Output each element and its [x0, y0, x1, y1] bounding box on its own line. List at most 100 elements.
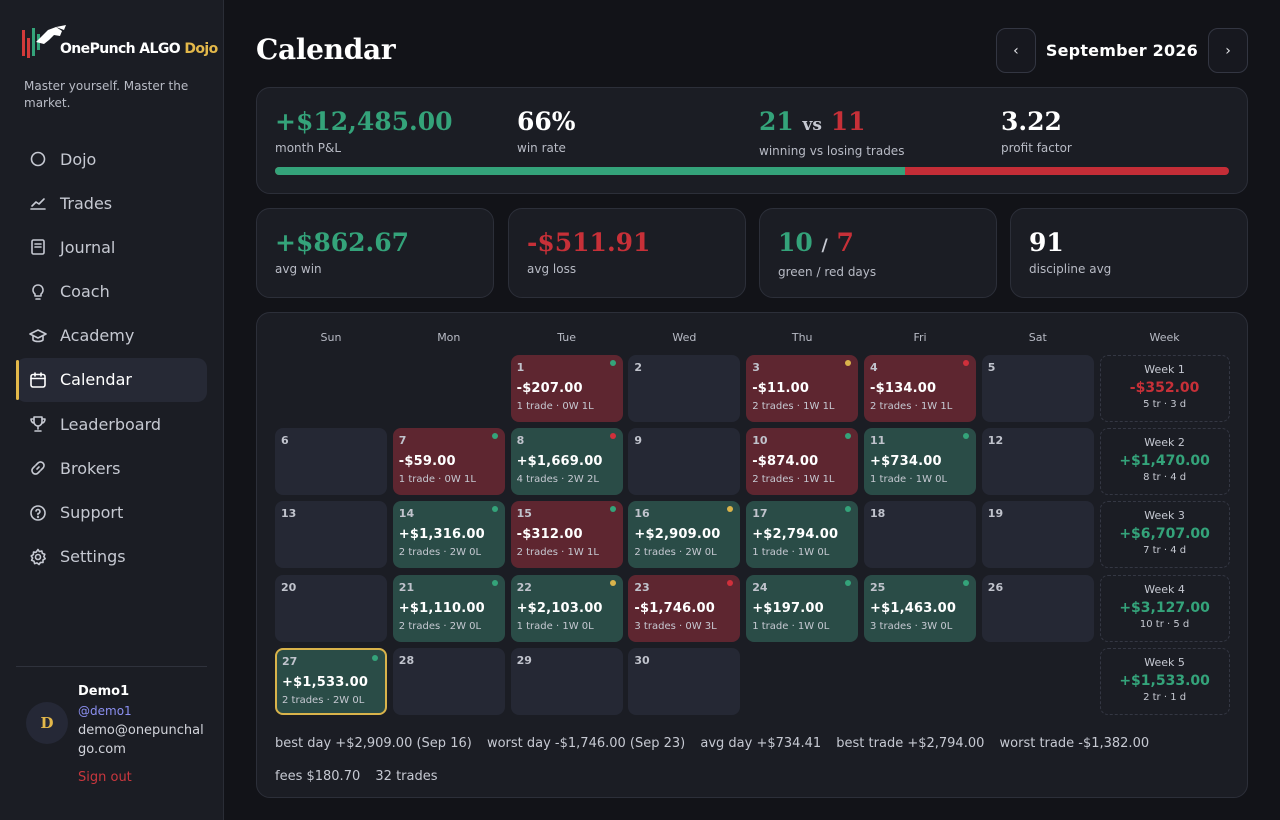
logo[interactable]: OnePunch ALGO Dojo	[22, 24, 218, 62]
user-email: demo@onepunchalgo.com	[78, 723, 204, 757]
day-number: 6	[281, 434, 289, 448]
day-trade-summary: 2 trades · 1W 1L	[870, 401, 953, 412]
status-dot	[491, 506, 498, 513]
red-days-count: 7	[836, 228, 854, 257]
sidebar-item-settings[interactable]: Settings	[16, 535, 207, 579]
day-number: 16	[634, 507, 650, 521]
sidebar-item-calendar[interactable]: Calendar	[16, 357, 207, 402]
day-cell[interactable]: 24 +$197.00 1 trade · 1W 0L	[746, 574, 859, 642]
day-cell[interactable]: 20	[275, 574, 387, 642]
sidebar-item-label: Journal	[60, 237, 116, 257]
day-cell[interactable]: 27 +$1,533.00 2 trades · 2W 0L	[275, 647, 387, 715]
day-cell[interactable]: 28	[392, 647, 505, 715]
sidebar-item-label: Coach	[60, 282, 110, 302]
lightbulb-icon	[29, 283, 47, 301]
week-summary-cell[interactable]: Week 2 +$1,470.00 8 tr · 4 d	[1099, 428, 1230, 496]
win-loss-value: 21 vs 11	[759, 106, 904, 141]
day-cell[interactable]: 8 +$1,669.00 4 trades · 2W 2L	[510, 428, 623, 496]
week-summary-cell[interactable]: Week 1 -$352.00 5 tr · 3 d	[1099, 355, 1230, 422]
day-cell[interactable]: 25 +$1,463.00 3 trades · 3W 0L	[864, 574, 976, 642]
day-cell[interactable]: 12	[981, 428, 1094, 496]
sidebar-item-support[interactable]: Support	[16, 491, 207, 535]
avatar[interactable]: D	[26, 702, 68, 744]
sidebar-item-leaderboard[interactable]: Leaderboard	[16, 402, 207, 446]
circle-icon	[29, 150, 47, 168]
prev-month-button[interactable]: ‹	[995, 28, 1036, 73]
day-number: 26	[987, 580, 1004, 594]
week-summary-cell[interactable]: Week 5 +$1,533.00 2 tr · 1 d	[1099, 647, 1230, 715]
discipline-label: discipline avg	[1029, 262, 1112, 276]
day-number: 10	[752, 434, 768, 448]
status-dot	[372, 654, 378, 661]
green-red-days-label: green / red days	[778, 265, 877, 279]
week-pnl: +$1,470.00	[1119, 453, 1210, 470]
day-cell[interactable]: 11 +$734.00 1 trade · 1W 0L	[864, 428, 976, 496]
status-dot	[727, 506, 734, 513]
win-rate-stat: 66% win rate	[517, 106, 576, 155]
sidebar-item-journal[interactable]: Journal	[16, 225, 207, 269]
day-trade-summary: 2 trades · 2W 0L	[282, 694, 365, 706]
avg-loss-value: -$511.91	[527, 228, 651, 257]
day-cell[interactable]: 3 -$11.00 2 trades · 1W 1L	[746, 355, 859, 422]
day-number: 14	[398, 507, 415, 521]
day-number: 3	[752, 361, 760, 374]
day-pnl: +$2,909.00	[634, 527, 721, 543]
day-cell[interactable]: 1 -$207.00 1 trade · 0W 1L	[510, 355, 623, 422]
link-icon	[29, 459, 47, 477]
day-cell[interactable]: 26	[981, 574, 1094, 642]
trophy-icon	[29, 415, 47, 433]
day-cell[interactable]: 18	[864, 501, 976, 569]
day-trade-summary: 2 trades · 1W 1L	[752, 474, 835, 486]
week-label: Week 5	[1144, 655, 1185, 669]
sign-out-link[interactable]: Sign out	[78, 770, 132, 785]
day-number: 20	[281, 580, 297, 594]
day-pnl: +$1,669.00	[516, 454, 603, 470]
day-cell[interactable]: 14 +$1,316.00 2 trades · 2W 0L	[392, 501, 505, 569]
day-cell[interactable]: 21 +$1,110.00 2 trades · 2W 0L	[392, 574, 505, 642]
sidebar-item-dojo[interactable]: Dojo	[16, 137, 207, 181]
current-month-label: September 2026	[1045, 41, 1198, 60]
month-pnl-value: +$12,485.00	[275, 107, 453, 136]
status-dot	[491, 579, 498, 586]
green-red-days-value: 10 / 7	[778, 227, 876, 262]
day-cell[interactable]: 29	[510, 647, 623, 715]
day-cell[interactable]: 4 -$134.00 2 trades · 1W 1L	[864, 355, 976, 422]
day-cell[interactable]: 9	[628, 428, 741, 496]
week-summary-cell[interactable]: Week 4 +$3,127.00 10 tr · 5 d	[1099, 574, 1230, 642]
day-cell[interactable]: 17 +$2,794.00 1 trade · 1W 0L	[746, 501, 859, 569]
day-trade-summary: 2 trades · 1W 1L	[752, 401, 835, 412]
day-cell[interactable]: 22 +$2,103.00 1 trade · 1W 0L	[510, 574, 623, 642]
day-pnl: +$734.00	[870, 454, 942, 470]
sidebar-item-coach[interactable]: Coach	[16, 270, 207, 314]
day-number: 13	[281, 507, 297, 521]
discipline-stat: 91 discipline avg	[1029, 227, 1111, 276]
day-pnl: -$207.00	[516, 381, 583, 396]
sidebar-item-brokers[interactable]: Brokers	[16, 446, 207, 490]
sidebar-divider	[16, 666, 207, 667]
day-cell[interactable]: 23 -$1,746.00 3 trades · 0W 3L	[628, 574, 741, 642]
next-month-button[interactable]: ›	[1208, 28, 1248, 73]
sidebar: OnePunch ALGO Dojo Master yourself. Mast…	[0, 0, 224, 820]
day-cell[interactable]: 19	[981, 501, 1094, 569]
day-cell[interactable]: 6	[275, 428, 387, 496]
day-cell[interactable]: 7 -$59.00 1 trade · 0W 1L	[392, 428, 505, 496]
day-trade-summary: 1 trade · 1W 0L	[752, 547, 830, 559]
user-name: Demo1	[78, 684, 130, 699]
day-cell[interactable]: 15 -$312.00 2 trades · 1W 1L	[510, 501, 623, 569]
week-label: Week 1	[1144, 363, 1185, 376]
footer-stat: best trade +$2,794.00	[836, 736, 985, 751]
winning-trades-count: 21	[759, 107, 794, 136]
sidebar-item-academy[interactable]: Academy	[16, 314, 207, 358]
weekday-header: Sun	[320, 331, 342, 344]
help-circle-icon	[29, 504, 47, 522]
day-cell[interactable]: 13	[275, 501, 387, 569]
day-cell[interactable]: 5	[981, 355, 1094, 422]
day-cell[interactable]: 2	[628, 355, 741, 422]
week-summary-cell[interactable]: Week 3 +$6,707.00 7 tr · 4 d	[1099, 501, 1230, 569]
day-cell[interactable]: 16 +$2,909.00 2 trades · 2W 0L	[628, 501, 741, 569]
day-number: 19	[987, 507, 1004, 521]
sidebar-item-trades[interactable]: Trades	[16, 181, 207, 225]
day-cell[interactable]: 10 -$874.00 2 trades · 1W 1L	[746, 428, 859, 496]
footer-stat: avg day +$734.41	[700, 736, 822, 751]
day-cell[interactable]: 30	[628, 647, 741, 715]
